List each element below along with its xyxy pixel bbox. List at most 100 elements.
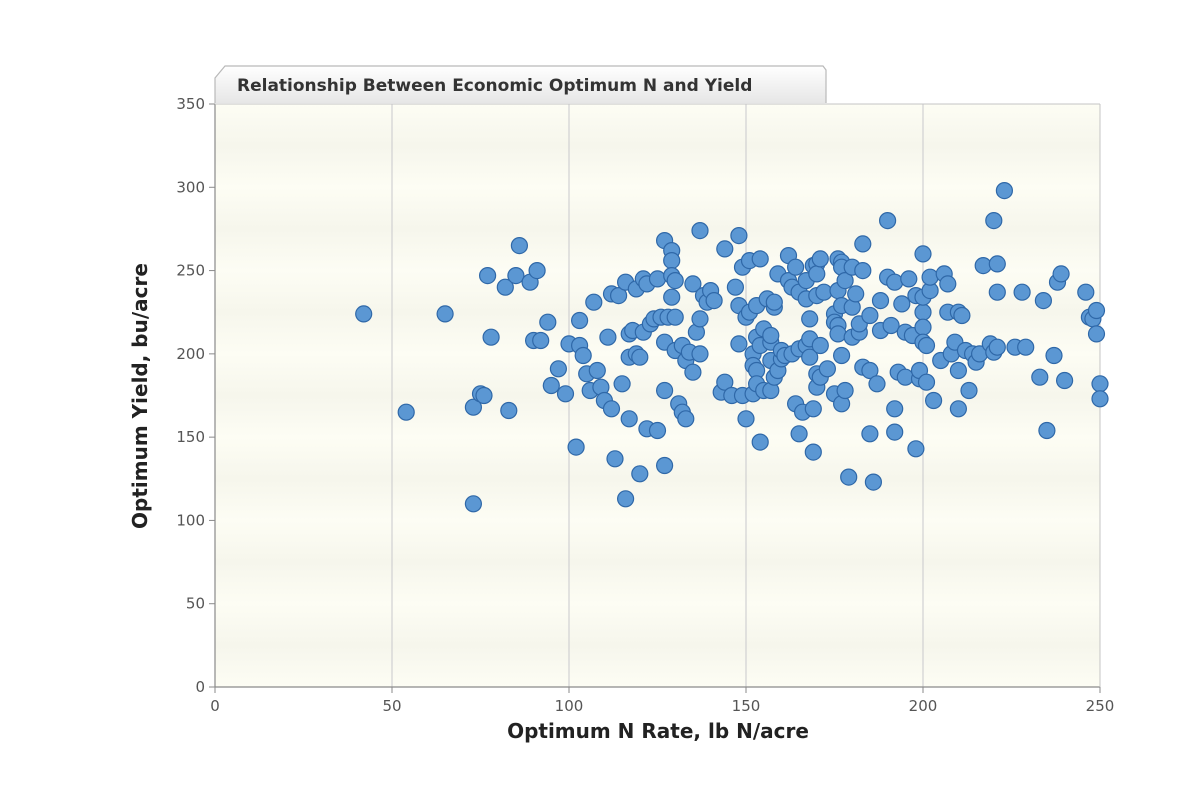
data-point [532,331,550,350]
data-point [917,336,936,355]
data-point [705,292,723,310]
data-point [974,257,992,275]
y-tick-label: 100 [176,511,205,529]
data-point [878,212,897,230]
x-axis-ticks: 0 50 100 150 200 250 [210,687,1114,715]
plot-band [215,104,1100,188]
data-point [730,227,748,245]
data-point [1017,338,1035,356]
plot-band [215,520,1100,604]
data-point [917,373,936,391]
data-point [762,326,780,345]
data-point [847,285,865,303]
data-point [691,345,709,363]
data-point [691,222,709,240]
data-point [953,306,971,325]
data-point [663,288,681,306]
data-point [829,325,847,343]
chart-title: Relationship Between Economic Optimum N … [237,76,752,96]
data-point [1055,371,1074,390]
x-axis-title: Optimum N Rate, lb N/acre [507,719,809,743]
data-point [1034,292,1053,310]
y-tick-label: 250 [176,262,205,280]
data-point [1087,325,1106,343]
data-point [921,268,939,286]
data-point [765,293,783,311]
data-point [599,328,617,346]
data-point [528,262,546,280]
data-point [464,398,482,416]
data-point [907,440,925,458]
data-point [960,381,978,400]
data-point [801,310,819,328]
data-point [861,361,879,380]
data-point [482,328,500,346]
data-point [684,275,702,293]
data-point [631,348,649,366]
data-point [854,235,872,253]
data-point [914,318,932,336]
data-point [549,360,568,378]
data-point [786,258,805,276]
plot-band [215,603,1100,687]
data-point [801,348,819,366]
data-point [655,456,674,475]
data-point [1091,375,1109,393]
data-point [871,292,890,310]
y-tick-label: 150 [176,428,205,446]
data-point [886,273,904,291]
data-point [588,361,606,380]
data-point [893,295,911,313]
data-point [882,316,900,335]
y-tick-label: 0 [195,678,205,696]
data-point [479,267,497,285]
data-point [1013,283,1031,301]
data-point [716,373,734,391]
y-tick-label: 200 [176,345,205,363]
data-point [790,425,808,443]
data-point [988,338,1006,356]
data-point [666,308,684,326]
data-point [868,375,886,393]
data-point [949,361,968,380]
y-tick-label: 300 [176,178,205,196]
data-point [840,468,858,486]
x-tick-label: 150 [732,697,761,715]
data-point [663,252,681,270]
data-point [1091,390,1109,408]
data-point [436,305,454,323]
x-tick-label: 250 [1086,697,1115,715]
data-point [1052,265,1070,283]
data-point [542,376,560,395]
plot-band [215,437,1100,521]
data-point [811,336,829,355]
data-point [861,306,879,325]
y-axis-ticks: 0 50 100 150 200 250 300 350 [176,95,215,696]
data-point [464,495,482,513]
plot-band [215,187,1100,271]
data-point [602,400,621,418]
data-point [355,305,373,323]
data-point [1077,283,1095,301]
data-point [737,410,755,428]
data-point [1038,421,1056,440]
data-point [924,391,943,410]
data-point [648,421,667,440]
data-point [507,267,525,285]
data-point [1045,346,1063,365]
data-point [726,278,745,296]
data-point [818,360,837,378]
data-point [1031,368,1049,386]
data-point [648,270,667,288]
data-point [574,346,592,365]
data-point [570,311,589,330]
chart-title-tab: Relationship Between Economic Optimum N … [214,65,827,103]
data-point [585,293,603,311]
data-point [496,278,514,296]
data-point [510,237,529,255]
data-point [854,262,872,280]
data-point [606,450,624,468]
y-axis-title: Optimum Yield, bu/acre [128,263,152,529]
data-point [985,212,1003,230]
